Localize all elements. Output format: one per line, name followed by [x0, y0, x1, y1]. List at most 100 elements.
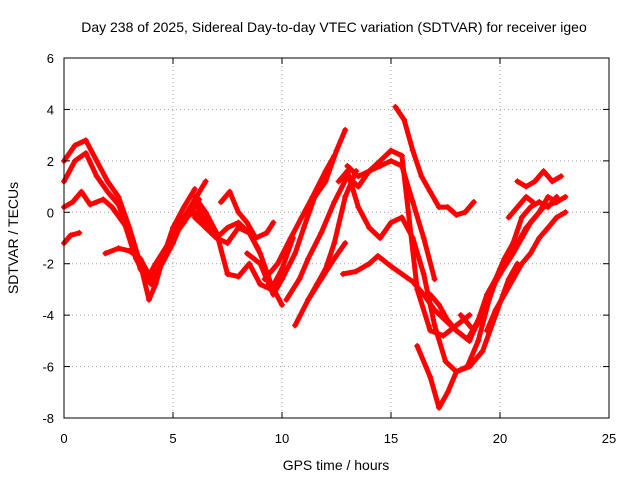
- data-point: [170, 240, 176, 247]
- y-tick-label: 4: [47, 102, 54, 117]
- data-point: [100, 196, 107, 203]
- data-point: [226, 188, 233, 195]
- data-point: [148, 276, 155, 283]
- data-point: [466, 337, 473, 344]
- data-point: [475, 337, 482, 344]
- series-track-23: [483, 209, 569, 334]
- y-tick-label: 6: [47, 51, 54, 66]
- series-line: [514, 168, 564, 190]
- data-point: [553, 193, 560, 200]
- data-point: [544, 204, 551, 211]
- y-tick-label: 2: [47, 154, 54, 169]
- data-point: [427, 373, 434, 380]
- data-point: [318, 229, 325, 236]
- data-point: [523, 183, 530, 190]
- y-axis-label: SDTVAR / TECUs: [5, 182, 21, 294]
- data-point: [292, 250, 299, 257]
- series-line: [61, 137, 198, 303]
- data-point: [536, 209, 543, 216]
- data-point: [420, 271, 427, 277]
- series-line: [61, 230, 82, 246]
- data-point: [401, 116, 408, 123]
- series-line: [305, 168, 359, 303]
- data-point: [505, 214, 512, 221]
- data-point: [279, 301, 285, 308]
- x-tick-label: 25: [602, 431, 616, 446]
- x-tick-label: 5: [169, 431, 176, 446]
- data-point: [355, 183, 362, 190]
- data-point: [298, 214, 305, 221]
- data-point: [366, 168, 373, 175]
- data-point: [466, 312, 473, 319]
- series-track-24: [514, 168, 565, 190]
- data-point: [501, 291, 508, 298]
- x-axis-label: GPS time / hours: [283, 457, 390, 473]
- data-point: [374, 253, 381, 259]
- y-tick-label: -4: [42, 308, 54, 323]
- data-point: [440, 332, 447, 339]
- data-point: [518, 260, 525, 267]
- data-point: [244, 219, 251, 226]
- data-point: [342, 240, 349, 247]
- data-point: [544, 193, 551, 200]
- data-point: [296, 276, 303, 283]
- data-point: [257, 281, 264, 288]
- data-point: [453, 368, 460, 375]
- data-point: [224, 271, 231, 277]
- data-point: [355, 204, 362, 211]
- data-point: [202, 178, 209, 185]
- series-track-18: [392, 103, 477, 218]
- data-point: [427, 291, 434, 298]
- data-point: [377, 157, 384, 164]
- data-point: [333, 147, 340, 154]
- grid-layer: [64, 58, 609, 418]
- data-point: [137, 255, 144, 262]
- data-point: [235, 219, 242, 226]
- data-point: [536, 199, 543, 205]
- data-point: [102, 250, 109, 257]
- data-point: [418, 173, 425, 180]
- data-point: [479, 348, 486, 355]
- data-point: [180, 214, 187, 221]
- data-point: [270, 219, 277, 226]
- data-point: [331, 240, 338, 247]
- series-line: [292, 240, 348, 328]
- data-point: [78, 188, 85, 195]
- data-point: [388, 147, 394, 154]
- data-point: [67, 232, 74, 239]
- data-point: [170, 224, 176, 231]
- data-point: [527, 219, 534, 226]
- data-point: [108, 204, 115, 211]
- data-point: [431, 307, 438, 313]
- x-tick-label: 10: [275, 431, 289, 446]
- series-track-16: [344, 147, 473, 339]
- data-point: [540, 168, 547, 175]
- series-track-8: [191, 214, 262, 252]
- data-point: [305, 255, 312, 262]
- data-point: [235, 209, 242, 216]
- data-point: [344, 163, 351, 169]
- data-point: [549, 178, 556, 185]
- data-point: [213, 235, 220, 241]
- data-point: [322, 265, 329, 272]
- data-point: [313, 281, 320, 288]
- data-point: [270, 291, 277, 298]
- data-point: [287, 235, 294, 241]
- data-point: [427, 327, 434, 334]
- data-point: [126, 247, 133, 254]
- data-point: [159, 260, 166, 267]
- data-point: [501, 255, 508, 262]
- data-point: [82, 137, 89, 144]
- data-point: [122, 222, 129, 229]
- data-point: [115, 245, 122, 252]
- data-point: [292, 322, 299, 329]
- data-point: [217, 199, 224, 205]
- data-point: [558, 173, 565, 180]
- data-point: [342, 193, 349, 200]
- data-point: [483, 291, 490, 298]
- tick-layer: 0 5 10 15 20 25 -8 -6 -4 -2 0 2 4 6: [42, 51, 616, 446]
- data-point: [353, 268, 360, 275]
- x-tick-label: 15: [384, 431, 398, 446]
- series-track-9: [217, 188, 277, 241]
- data-point: [191, 186, 198, 193]
